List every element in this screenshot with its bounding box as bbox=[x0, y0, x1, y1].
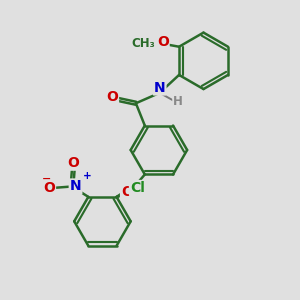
Text: O: O bbox=[121, 185, 133, 199]
Text: N: N bbox=[70, 179, 81, 194]
Text: Cl: Cl bbox=[130, 181, 145, 195]
Text: −: − bbox=[41, 173, 51, 183]
Text: CH₃: CH₃ bbox=[131, 37, 155, 50]
Text: O: O bbox=[106, 90, 118, 104]
Text: O: O bbox=[157, 35, 169, 49]
Text: O: O bbox=[43, 181, 55, 195]
Text: H: H bbox=[173, 95, 183, 108]
Text: N: N bbox=[154, 80, 166, 94]
Text: +: + bbox=[83, 171, 92, 181]
Text: O: O bbox=[68, 156, 80, 170]
